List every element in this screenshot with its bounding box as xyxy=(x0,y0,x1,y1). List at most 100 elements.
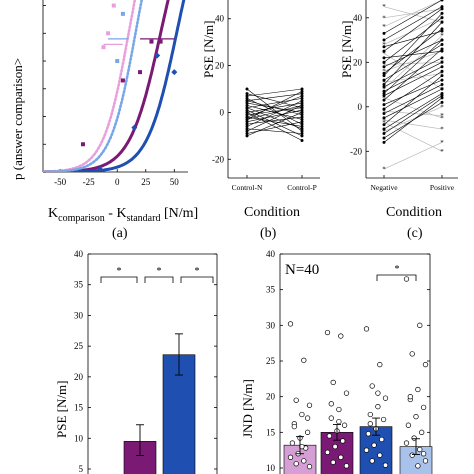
panel-c-x-tick-label: Negative xyxy=(370,183,398,192)
panel-e-subject-point xyxy=(363,447,370,453)
panel-e-subject-point xyxy=(382,395,389,401)
panel-b-point xyxy=(300,101,304,105)
panel-c-point-gray: * xyxy=(440,0,444,5)
panel-c-point xyxy=(382,116,386,120)
panel-c-point xyxy=(440,7,444,11)
panel-d-y-tick-label: 40 xyxy=(74,249,84,259)
panel-c-point-gray: * xyxy=(440,114,444,122)
panel-c-subject-line xyxy=(383,75,443,125)
panel-b-point xyxy=(245,122,249,126)
panel-c-point-gray: * xyxy=(382,68,386,76)
panel-b-point xyxy=(245,94,249,98)
panel-b-subject-line xyxy=(246,116,303,127)
panel-e-subject-point xyxy=(332,443,338,450)
panel-b-point xyxy=(300,103,304,107)
panel-e-subject-point xyxy=(407,394,413,400)
panel-c-point xyxy=(382,83,386,87)
panel-e-subject-point xyxy=(380,416,387,423)
panel-b: -20 0 20 40 Control-N Control-P PSE [N/m] Con… xyxy=(201,0,320,241)
panel-c-point-gray: * xyxy=(382,61,386,69)
panel-c-point xyxy=(382,123,386,127)
panel-c-subject-line xyxy=(383,6,443,41)
panel-e-y-tick-label: 35 xyxy=(266,285,276,295)
panel-e-subject-point xyxy=(405,422,412,428)
panel-a-x-tick-label: 25 xyxy=(141,177,151,187)
panel-b-point xyxy=(300,108,304,112)
panel-c-point xyxy=(440,65,444,69)
panel-b-point xyxy=(245,87,249,91)
panel-c-point-gray: * xyxy=(440,148,444,156)
panel-b-subject-line xyxy=(246,98,303,109)
panel-e-subject-point xyxy=(403,276,410,282)
panel-c-point xyxy=(440,47,444,51)
panel-e-subject-point xyxy=(330,459,336,465)
panel-c-subject-line xyxy=(383,28,443,74)
panel-e-subject-point xyxy=(343,463,350,469)
panel-b-point xyxy=(300,127,304,131)
panel-c-subject-line xyxy=(383,84,443,114)
panel-b-point xyxy=(300,87,304,91)
panel-e-subject-point xyxy=(409,351,415,357)
panel-b-y-tick-label: -20 xyxy=(212,154,224,164)
panel-e-subject-point xyxy=(304,429,311,435)
panel-e-y-tick-label: 40 xyxy=(266,249,276,259)
panel-a-point xyxy=(154,52,161,59)
panel-e-y-tick-label: 15 xyxy=(266,427,276,437)
panel-c-y-tick-label: -20 xyxy=(350,146,362,156)
panel-b-subject-line xyxy=(246,88,303,97)
panel-c-point xyxy=(382,136,386,140)
panel-e-subject-point xyxy=(422,361,429,368)
panel-a-point xyxy=(138,70,143,75)
panel-c-point xyxy=(382,107,386,111)
panel-e-y-tick-label: 20 xyxy=(266,392,276,402)
panel-c-point-gray: * xyxy=(440,112,444,120)
panel-b-point xyxy=(300,124,304,128)
panel-b-point xyxy=(245,110,249,114)
panel-e-subject-point xyxy=(301,357,307,363)
panel-e-subject-point xyxy=(324,449,331,455)
panel-e-y-tick-label: 10 xyxy=(266,463,276,473)
panel-a-point xyxy=(131,124,138,131)
panel-b-point xyxy=(245,127,249,131)
panel-a-curves xyxy=(43,0,186,172)
panel-c-subject-line xyxy=(383,66,443,96)
panel-c-point xyxy=(382,98,386,102)
panel-c-point-gray: * xyxy=(440,32,444,40)
panel-a-xlabel: Kcomparison - Kstandard [N/m] xyxy=(48,206,198,224)
panel-e-subject-point xyxy=(301,458,307,464)
panel-e-y-tick-label: 30 xyxy=(266,320,276,330)
panel-e-subject-point xyxy=(363,326,370,332)
panel-c-point-gray: * xyxy=(440,103,444,111)
panel-b-point xyxy=(300,129,304,133)
panel-a-plot: -50 -25 0 25 50 xyxy=(42,0,188,187)
panel-c-subject-line-gray xyxy=(383,0,443,28)
panel-b-point xyxy=(245,134,249,138)
panel-b-point xyxy=(245,117,249,121)
panel-a-ylabel: p (answer comparison> xyxy=(10,58,25,180)
panel-c-y-tick-label: 40 xyxy=(353,13,363,23)
panel-c-subject-line-gray xyxy=(383,122,443,152)
panel-c-point-gray: * xyxy=(382,23,386,31)
panel-a-point xyxy=(115,59,120,64)
panel-d-significance-bracket xyxy=(180,276,214,283)
panel-b-point xyxy=(245,120,249,124)
panel-c-point-gray: * xyxy=(382,3,386,11)
panel-d-ylabel: PSE [N/m] xyxy=(54,381,69,438)
panel-c-point xyxy=(440,60,444,64)
panel-d-y-tick-label: 10 xyxy=(74,433,84,443)
panel-c-point xyxy=(382,78,386,82)
panel-e-subject-point xyxy=(415,463,421,469)
panel-a-curve-light_blue xyxy=(43,0,144,172)
panel-c-point xyxy=(440,100,444,104)
panel-b-point xyxy=(300,96,304,100)
panel-c-ylabel: PSE [N/m] xyxy=(339,21,354,78)
panel-c-point-gray: * xyxy=(382,41,386,49)
panel-c-point-gray: * xyxy=(382,50,386,58)
panel-e-subject-point xyxy=(336,418,342,425)
panel-b-point xyxy=(245,108,249,112)
panel-c-point xyxy=(440,5,444,9)
panel-c-point-gray: * xyxy=(382,94,386,102)
panel-c-subject-line xyxy=(383,30,443,48)
panel-c-point xyxy=(440,96,444,100)
